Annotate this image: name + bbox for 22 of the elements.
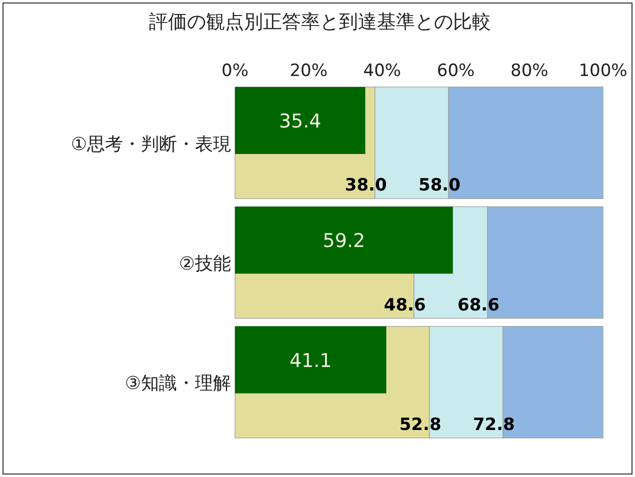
x-tick-label: 20%	[290, 61, 328, 81]
x-tick-label: 0%	[222, 61, 248, 81]
y-tick-label: ①思考・判断・表現	[70, 134, 231, 155]
data-label: 59.2	[322, 230, 366, 252]
data-label: 38.0	[344, 176, 387, 196]
x-tick-label: 100%	[578, 61, 628, 81]
x-tick-label: 60%	[436, 61, 475, 81]
data-label: 58.0	[418, 176, 461, 196]
data-label: 72.8	[472, 415, 515, 435]
x-tick-label: 40%	[363, 61, 402, 81]
chart-title: 評価の観点別正答率と到達基準との比較	[149, 11, 491, 33]
y-tick-label: ③知識・理解	[124, 373, 231, 394]
data-label: 68.6	[457, 295, 500, 316]
bar	[235, 326, 386, 394]
data-label: 52.8	[399, 415, 442, 435]
bar	[235, 206, 453, 274]
y-tick-label: ②技能	[178, 254, 231, 274]
data-label: 41.1	[289, 350, 332, 372]
x-tick-label: 80%	[510, 61, 548, 81]
bar	[235, 87, 366, 154]
data-label: 35.4	[278, 110, 322, 132]
data-label: 48.6	[384, 295, 426, 316]
